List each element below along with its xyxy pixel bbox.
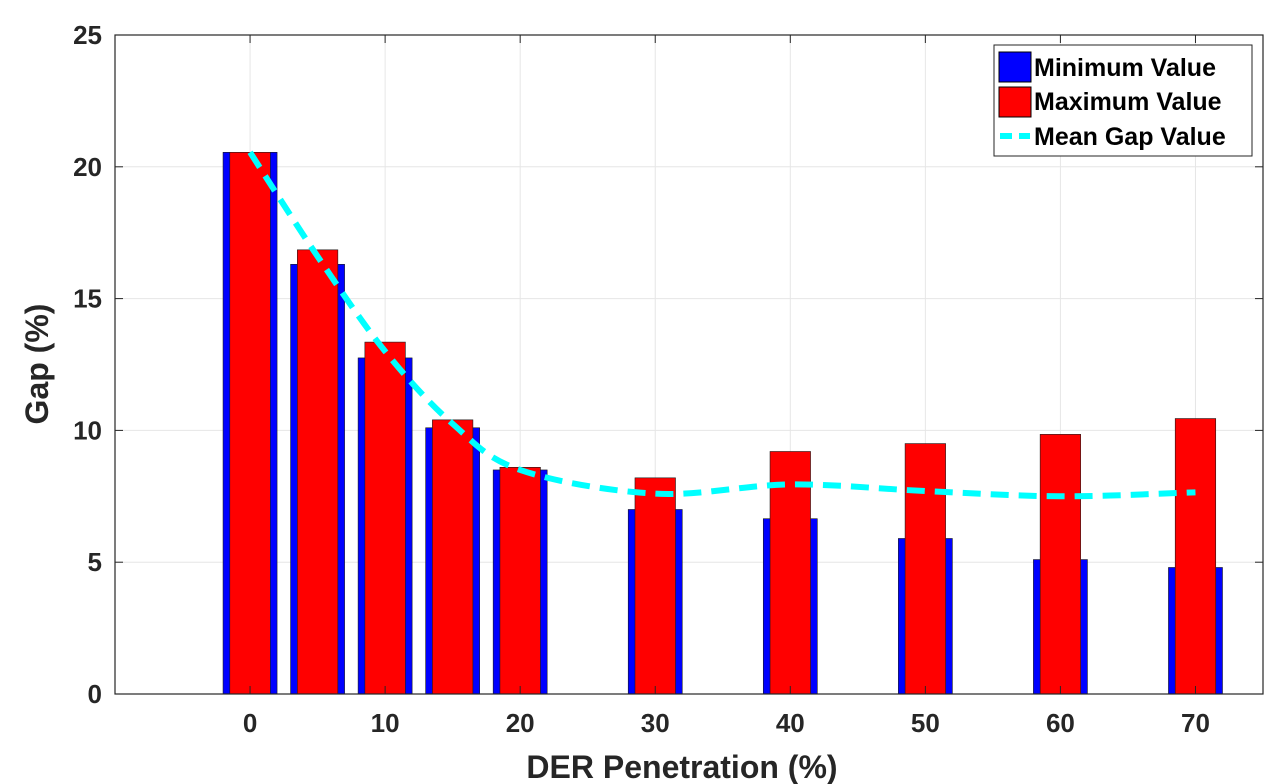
bar-maximum-value (432, 419, 474, 695)
plot-frame (114, 34, 1264, 695)
legend-swatch-maximum (998, 86, 1032, 118)
legend-label-maximum: Maximum Value (1034, 88, 1222, 116)
mean-gap-line (247, 150, 1196, 500)
x-tick-label: 30 (641, 708, 670, 738)
bar-maximum-value (1174, 418, 1217, 695)
x-tick-label: 20 (506, 708, 535, 738)
x-axis-title: DER Penetration (%) (526, 749, 837, 784)
y-tick-label: 5 (88, 547, 102, 577)
bar-maximum-value (297, 249, 339, 695)
bar-maximum-value (229, 152, 271, 695)
y-tick-label: 10 (73, 415, 102, 445)
y-tick-label: 0 (88, 679, 102, 709)
y-axis-ticks: 0 5 10 15 20 25 (73, 20, 1263, 709)
x-tick-label: 60 (1046, 708, 1075, 738)
legend-box (993, 44, 1253, 157)
bar-maximum-value (634, 477, 676, 695)
legend-label-minimum: Minimum Value (1034, 54, 1216, 82)
legend[interactable]: Minimum Value Maximum Value Mean Gap Val… (993, 44, 1253, 157)
bar-maximum-value (904, 443, 946, 695)
y-tick-label: 15 (73, 284, 102, 314)
x-tick-label: 50 (911, 708, 940, 738)
x-tick-label: 10 (371, 708, 400, 738)
y-tick-label: 25 (73, 20, 102, 50)
x-axis-ticks: 0 10 20 30 40 50 60 70 (243, 35, 1210, 738)
bar-maximum-value (364, 341, 406, 695)
bar-maximum-value (769, 451, 811, 695)
series-mean-gap-value (247, 150, 1196, 500)
series-maximum-value (229, 152, 1217, 695)
x-tick-label: 70 (1181, 708, 1210, 738)
legend-swatch-minimum (998, 51, 1032, 83)
y-axis-title: Gap (%) (19, 304, 55, 425)
x-tick-label: 40 (776, 708, 805, 738)
legend-label-mean: Mean Gap Value (1034, 123, 1226, 151)
bar-maximum-value (499, 467, 541, 695)
bar-maximum-value (1039, 434, 1081, 695)
y-tick-label: 20 (73, 152, 102, 182)
x-tick-label: 0 (243, 708, 257, 738)
